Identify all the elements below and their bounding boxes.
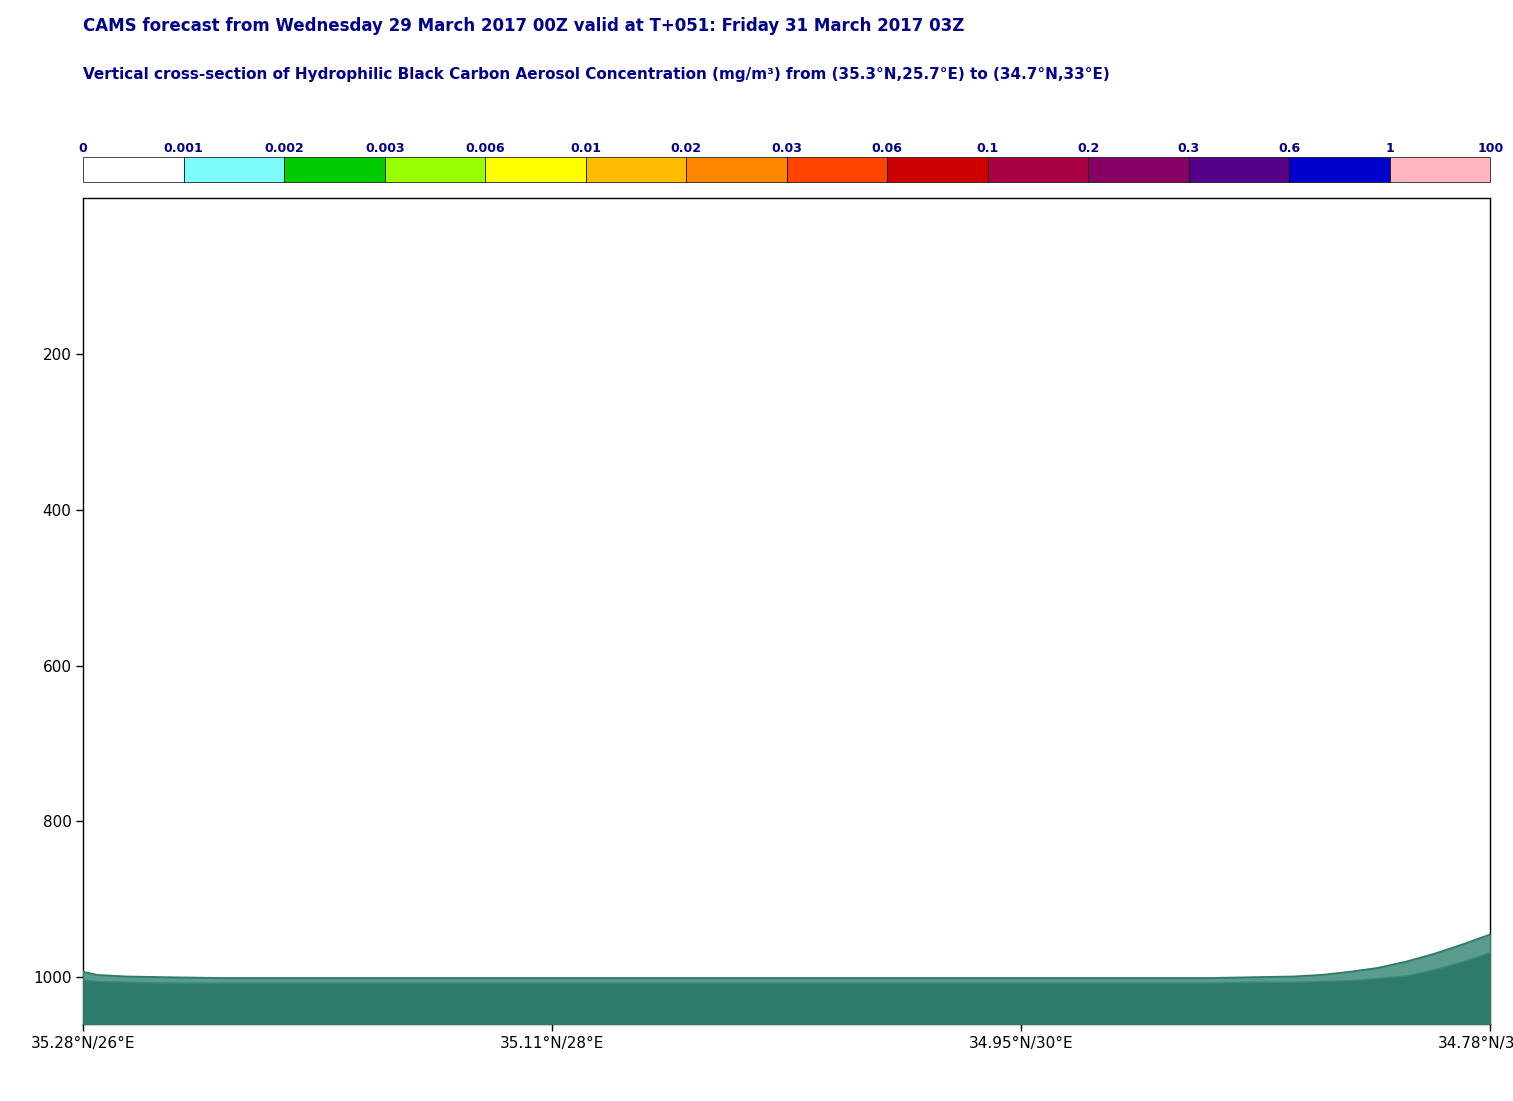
Bar	[284, 157, 384, 182]
Text: 0.01: 0.01	[570, 142, 601, 155]
Bar	[486, 157, 586, 182]
Text: 0.03: 0.03	[772, 142, 802, 155]
Text: 0.2: 0.2	[1077, 142, 1100, 155]
Text: 0.001: 0.001	[163, 142, 204, 155]
Text: CAMS forecast from Wednesday 29 March 2017 00Z valid at T+051: Friday 31 March 2: CAMS forecast from Wednesday 29 March 20…	[83, 17, 965, 34]
Text: 100: 100	[1477, 142, 1504, 155]
Text: 0.002: 0.002	[265, 142, 304, 155]
Bar	[1390, 157, 1490, 182]
Text: 0.3: 0.3	[1177, 142, 1200, 155]
Bar	[384, 157, 486, 182]
Bar	[1289, 157, 1390, 182]
Bar	[586, 157, 687, 182]
Bar	[1189, 157, 1289, 182]
Text: 0.006: 0.006	[466, 142, 505, 155]
Bar	[687, 157, 787, 182]
Text: 1: 1	[1386, 142, 1393, 155]
Bar	[1088, 157, 1189, 182]
Bar	[887, 157, 988, 182]
Text: 0.1: 0.1	[977, 142, 999, 155]
Text: Vertical cross-section of Hydrophilic Black Carbon Aerosol Concentration (mg/m³): Vertical cross-section of Hydrophilic Bl…	[83, 67, 1111, 81]
Text: 0.6: 0.6	[1278, 142, 1300, 155]
Bar	[183, 157, 284, 182]
Bar	[787, 157, 887, 182]
Text: 0.06: 0.06	[871, 142, 903, 155]
Bar	[83, 157, 183, 182]
Text: 0.02: 0.02	[670, 142, 702, 155]
Text: 0.003: 0.003	[365, 142, 404, 155]
Text: 0: 0	[79, 142, 88, 155]
Bar	[988, 157, 1088, 182]
